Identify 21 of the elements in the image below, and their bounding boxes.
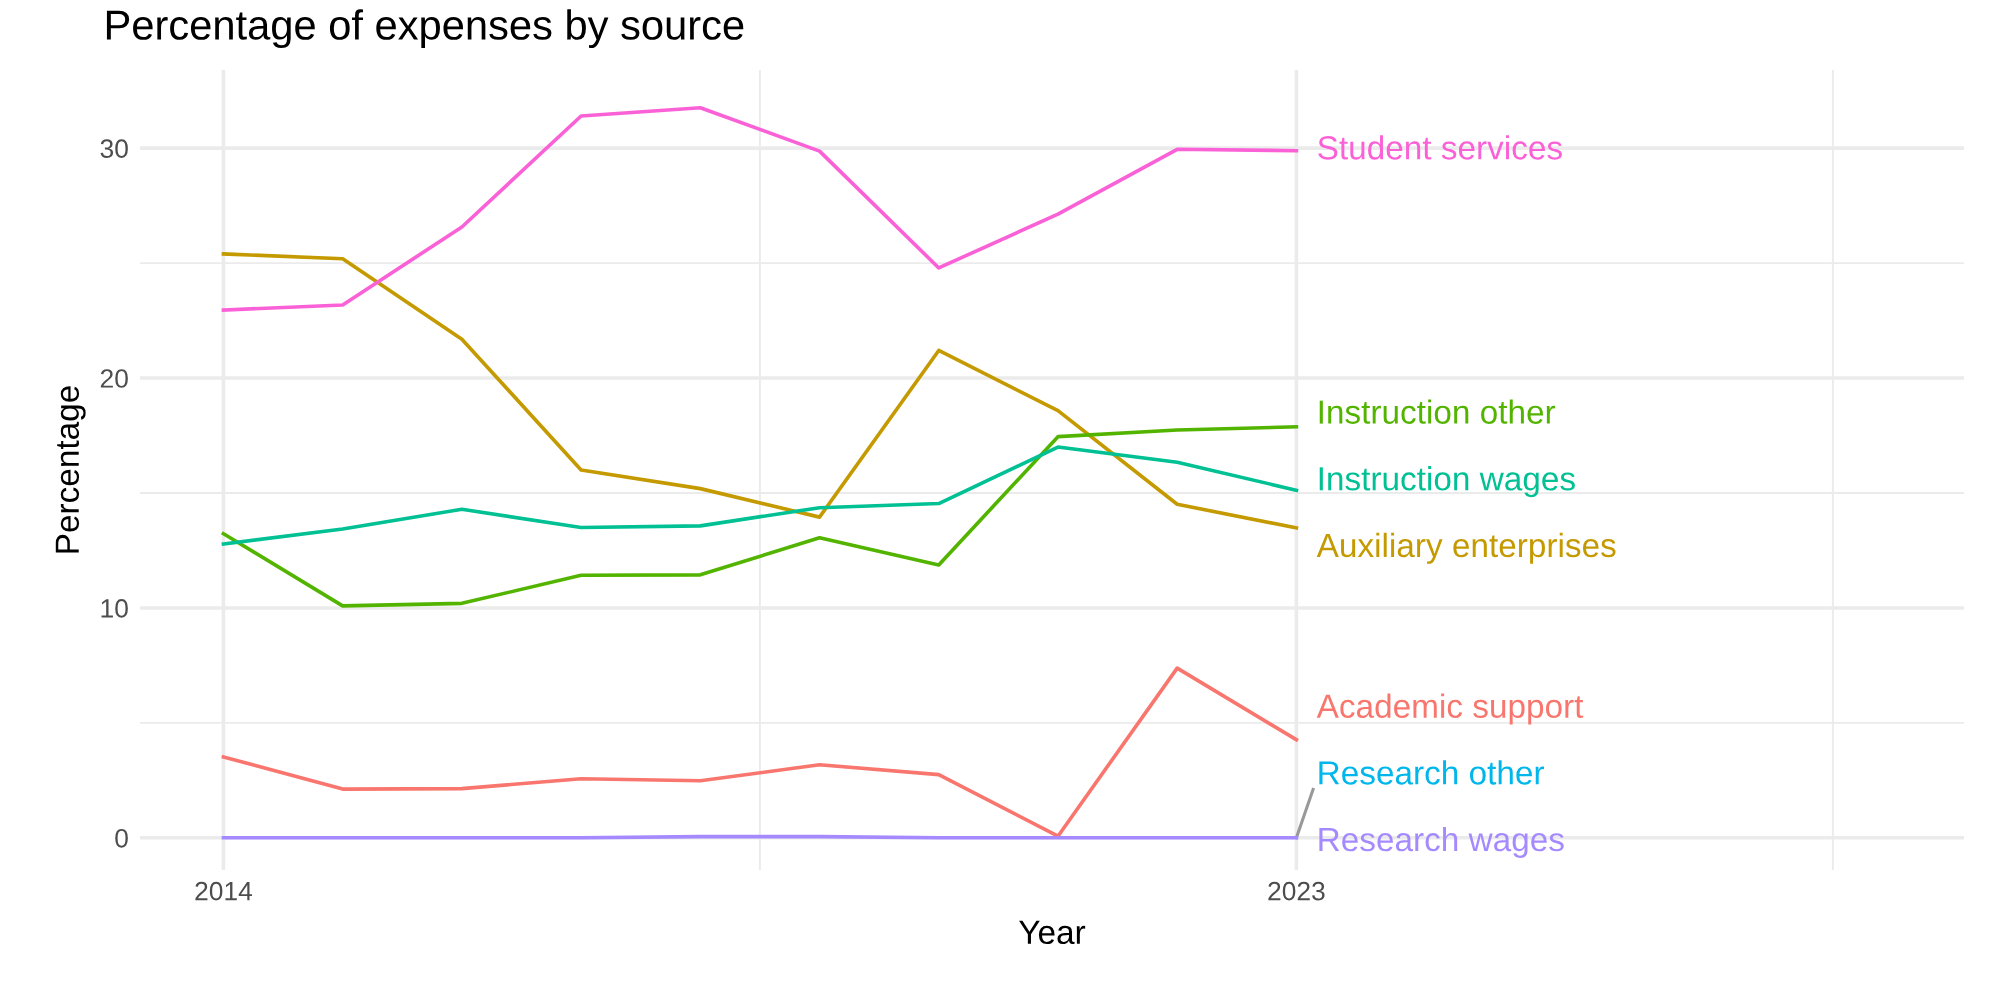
line-series xyxy=(221,252,1299,530)
series-label: Student services xyxy=(1318,135,1562,160)
series-label: Instruction wages xyxy=(1319,466,1575,498)
line-series xyxy=(221,666,1299,839)
y-tick-label: 10 xyxy=(101,599,128,618)
x-axis-title: Year xyxy=(1019,920,1086,945)
y-tick-label: 30 xyxy=(100,139,128,158)
line-series xyxy=(221,445,1299,546)
legend-label: Research other xyxy=(1319,760,1544,785)
series-label: Instruction other xyxy=(1319,399,1556,424)
y-axis-title: Percentage xyxy=(55,386,86,553)
y-tick-label: 0 xyxy=(115,828,128,848)
line-series xyxy=(221,424,1299,608)
line-series xyxy=(221,105,1299,312)
chart-title: Percentage of expenses by source xyxy=(106,9,744,49)
x-tick-label: 2014 xyxy=(195,881,253,901)
series-label: Research wages xyxy=(1319,826,1564,858)
x-tick-label: 2023 xyxy=(1268,881,1325,901)
y-tick-label: 20 xyxy=(100,369,128,388)
series-label: Academic support xyxy=(1316,693,1584,725)
series-label: Auxiliary enterprises xyxy=(1316,532,1616,564)
